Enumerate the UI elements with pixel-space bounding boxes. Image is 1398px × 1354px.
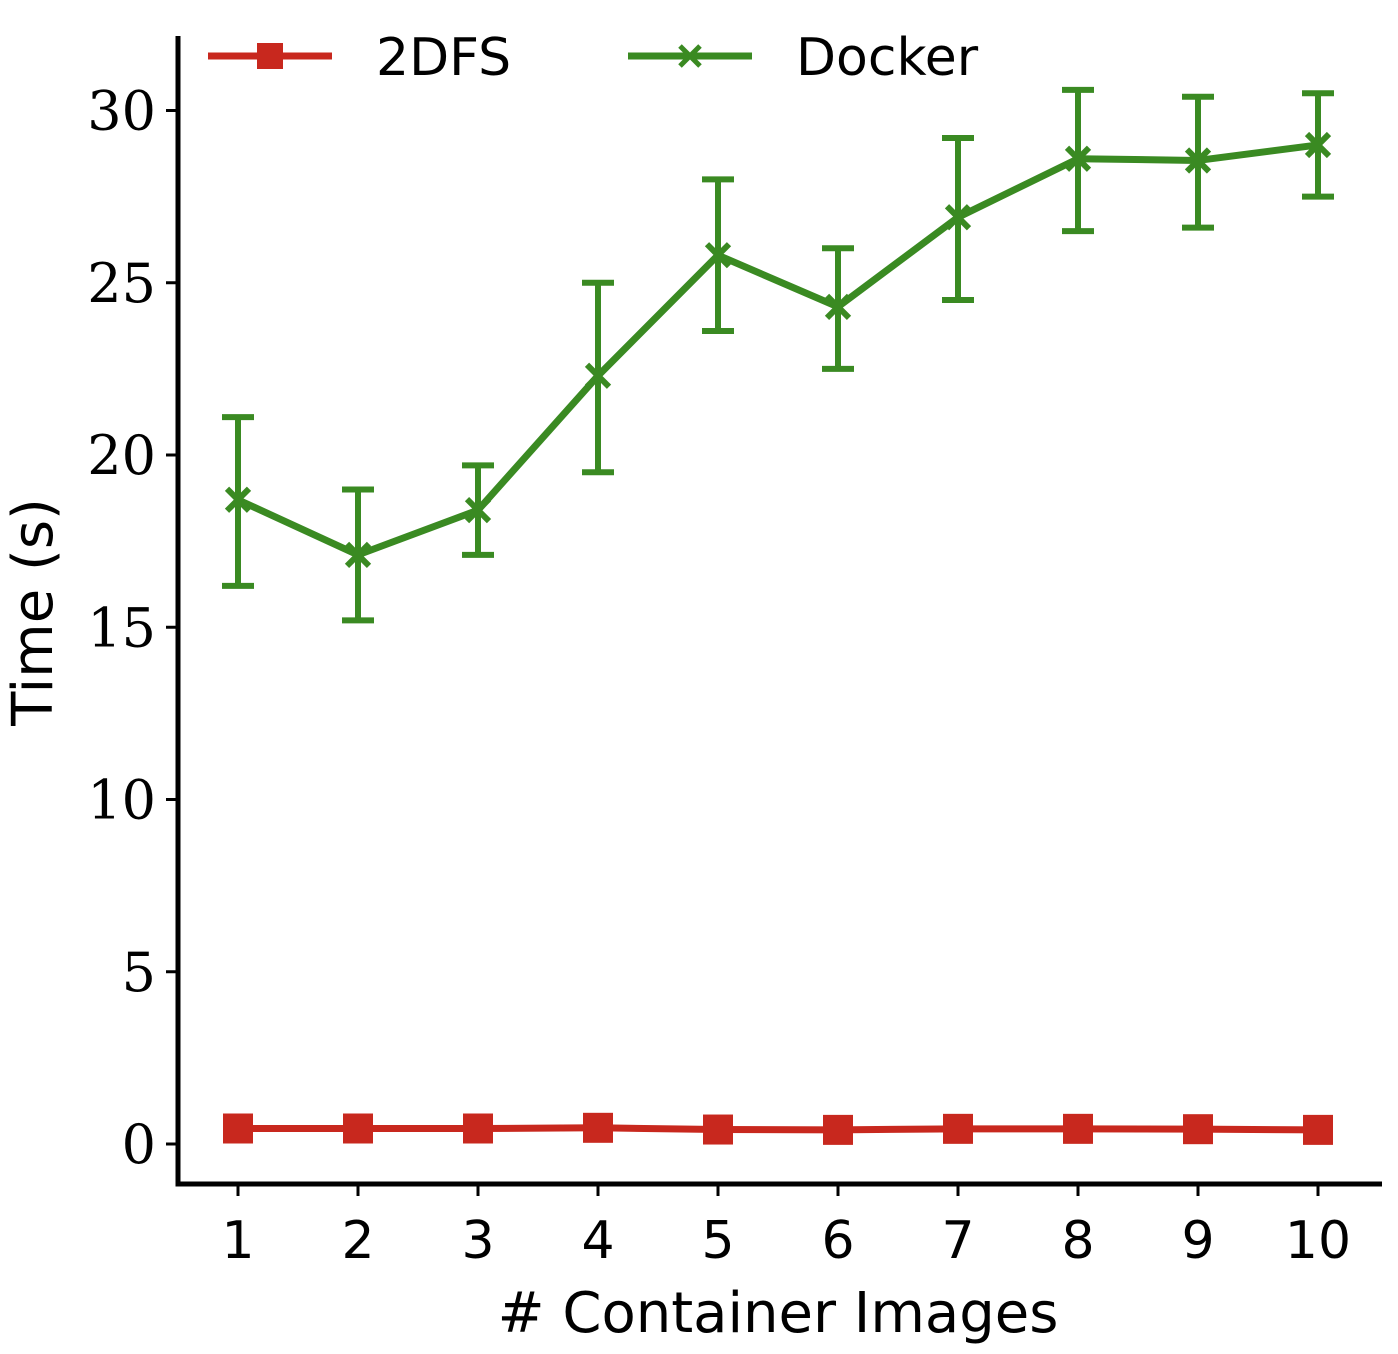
marker-stroke [344,541,372,569]
series-line [236,141,1319,559]
x-tick-label: 1 [221,1211,254,1271]
marker-stroke [224,486,252,513]
data-point [463,1113,493,1144]
data-point [1064,145,1092,172]
y-tick-label: 20 [87,424,156,487]
data-point [823,1114,853,1145]
series-docker [222,86,1334,624]
x-tick-label: 8 [1061,1211,1094,1271]
x-tick-label: 9 [1181,1211,1214,1271]
data-point [584,362,612,389]
marker-stroke [944,204,972,231]
x-tick-label: 2 [341,1211,374,1271]
data-point [343,1113,373,1144]
x-tick-label: 4 [581,1211,614,1271]
y-tick-label: 15 [87,596,156,659]
series-2dfs [223,1112,1333,1145]
x-tick-label: 7 [941,1211,974,1271]
x-tick-label: 6 [821,1211,854,1271]
data-point [703,1114,733,1145]
data-point [1304,131,1332,159]
marker-stroke [464,496,492,524]
legend-label: Docker [796,28,979,88]
x-tick-label: 3 [461,1211,494,1271]
series-line [238,1124,1319,1134]
legend-label: 2DFS [376,28,511,88]
series-group [222,86,1334,1145]
data-point [824,293,852,320]
data-point [944,204,972,231]
marker-stroke [704,242,732,269]
data-point [1184,147,1212,174]
data-point [223,1113,253,1144]
legend-item-docker: Docker [628,28,979,88]
y-tick-label: 30 [87,80,156,143]
axes [175,36,1382,1187]
marker-stroke [1064,145,1092,172]
marker-stroke [678,44,702,68]
data-point [583,1112,613,1143]
marker-stroke [1184,147,1212,174]
legend-marker [257,43,283,69]
marker-stroke [1304,131,1332,159]
marker-stroke [584,362,612,389]
data-point [224,486,252,513]
legend-item-2dfs: 2DFS [208,28,511,88]
legend: 2DFS Docker [208,28,979,88]
x-ticks: 1 2 3 4 5 6 7 8 9 10 [221,1184,1351,1271]
y-tick-label: 25 [87,252,156,315]
y-ticks: 0 5 10 15 20 25 30 [87,80,178,1176]
data-point [1303,1114,1333,1145]
data-point [1063,1113,1093,1144]
x-tick-label: 10 [1285,1211,1351,1271]
data-point [943,1113,973,1144]
marker-stroke [824,293,852,320]
y-tick-label: 0 [122,1113,156,1176]
y-tick-label: 10 [87,769,156,832]
x-tick-label: 5 [701,1211,734,1271]
y-tick-label: 5 [122,941,156,1004]
legend-marker [678,44,702,68]
data-point [1183,1114,1213,1145]
data-point [344,541,372,569]
data-point [464,496,492,524]
data-point [704,242,732,269]
y-axis-label: Time (s) [1,498,66,727]
x-axis-label: # Container Images [498,1281,1059,1346]
